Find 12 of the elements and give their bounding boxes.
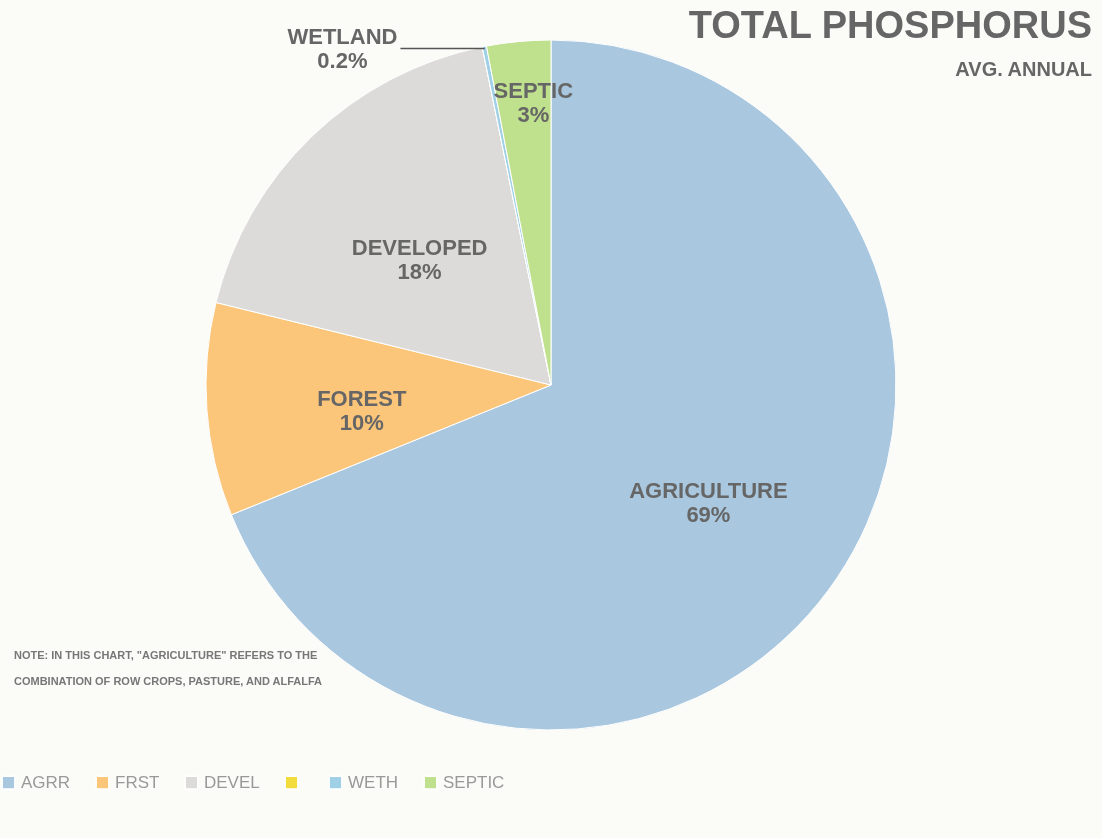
legend-label: AGRR [21,772,71,792]
data-label: DEVELOPED 18% [351,235,488,285]
text: NOTE: IN THIS CHART, "AGRICULTURE" REFERS TO THE COMBINATION OF ROW CROPS, PASTURE, AND ALFALFA [14,649,322,687]
text: AVG. ANNUAL [955,58,1092,80]
data-label: FOREST 10% [317,385,407,435]
data-label: AGRICULTURE 69% [629,477,788,527]
legend-label: SEPTIC [443,772,505,792]
legend-label: FRST [115,772,160,792]
legend-label: DEVEL [204,772,260,792]
legend-label: WETH [348,772,399,792]
data-label: WETLAND 0.2% [287,23,398,73]
chart-title: TOTAL PHOSPHORUS [688,4,1092,46]
